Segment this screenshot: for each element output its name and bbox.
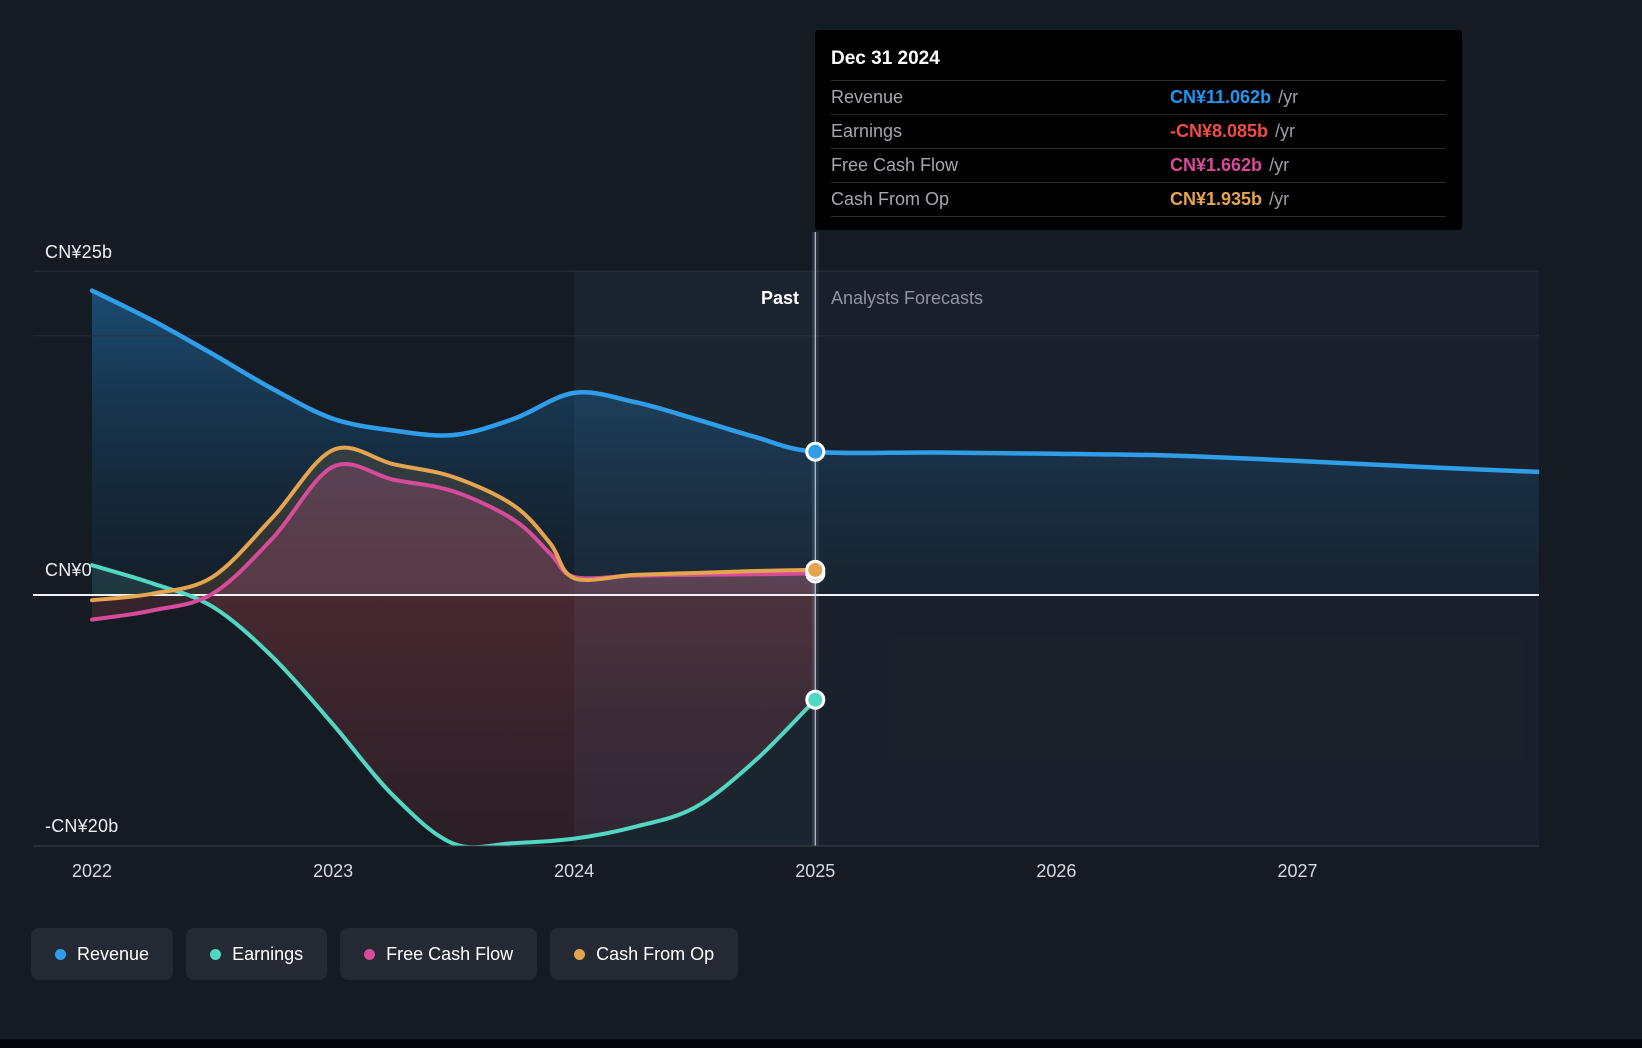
cash-from-op-marker[interactable]: [805, 559, 826, 580]
revenue-marker[interactable]: [805, 441, 826, 462]
y-axis-label-bottom: -CN¥20b: [45, 816, 119, 836]
earnings-marker[interactable]: [805, 689, 826, 710]
legend-dot-icon: [574, 948, 586, 960]
earnings-negative-area: [92, 595, 816, 846]
legend-item-free-cash-flow[interactable]: Free Cash Flow: [340, 928, 538, 980]
y-axis-label-top: CN¥25b: [45, 242, 113, 262]
tooltip-row-value: CN¥1.935b: [1170, 189, 1263, 209]
tooltip-row-label: Cash From Op: [831, 189, 950, 209]
tooltip-row-value: CN¥1.662b: [1170, 155, 1263, 175]
x-tick-2025: 2025: [795, 861, 836, 881]
fcf-area: [92, 463, 816, 595]
tooltip-date: Dec 31 2024: [831, 48, 940, 69]
revenue-area: [92, 290, 1539, 595]
footer-bar: [0, 1039, 1642, 1048]
chart-plot[interactable]: [0, 0, 1642, 910]
legend-label: Cash From Op: [596, 943, 715, 964]
legend-label: Revenue: [77, 943, 150, 964]
legend-item-cash-from-op[interactable]: Cash From Op: [550, 928, 739, 980]
x-tick-2027: 2027: [1277, 861, 1318, 881]
cash-from-op-line: [90, 445, 818, 603]
legend-label: Free Cash Flow: [386, 943, 514, 964]
tooltip-row-value: CN¥11.062b: [1170, 87, 1272, 107]
tooltip-row-revenue: Revenue CN¥11.062b/yr: [831, 80, 1446, 114]
hover-year-band: [574, 271, 816, 846]
y-axis-label-zero: CN¥0: [45, 560, 92, 580]
x-tick-2022: 2022: [71, 861, 113, 881]
tooltip-row-unit: /yr: [1278, 87, 1299, 107]
tooltip: Dec 31 2024 Revenue CN¥11.062b/yr Earnings…: [815, 30, 1462, 230]
x-tick-2026: 2026: [1036, 861, 1077, 881]
x-tick-2023: 2023: [313, 861, 354, 881]
tooltip-row-earnings: Earnings -CN¥8.085b/yr: [831, 114, 1446, 148]
chart-layers: [92, 271, 1539, 846]
tooltip-row-label: Revenue: [831, 87, 904, 107]
legend-label: Earnings: [232, 943, 304, 964]
analysts-forecasts-label: Analysts Forecasts: [831, 288, 984, 308]
tooltip-row-label: Free Cash Flow: [831, 155, 959, 175]
tooltip-row-unit: /yr: [1275, 121, 1296, 141]
legend-dot-icon: [210, 948, 222, 960]
fcf-negative-area: [92, 595, 816, 620]
legend: Revenue Earnings Free Cash Flow Cash From O…: [31, 928, 739, 980]
tooltip-rows: Revenue CN¥11.062b/yr Earnings -CN¥8.085b/y…: [831, 80, 1446, 217]
revenue-line: [89, 288, 1539, 475]
tooltip-row-unit: /yr: [1269, 189, 1290, 209]
legend-item-revenue[interactable]: Revenue: [31, 928, 174, 980]
earnings-line: [90, 563, 818, 846]
past-label: Past: [760, 288, 799, 308]
legend-item-earnings[interactable]: Earnings: [186, 928, 328, 980]
cash-from-op-area: [92, 447, 816, 595]
x-tick-2024: 2024: [554, 861, 595, 881]
tooltip-row-value: -CN¥8.085b: [1170, 121, 1269, 141]
forecast-band: [815, 271, 1539, 846]
tooltip-row-unit: /yr: [1269, 155, 1290, 175]
legend-dot-icon: [55, 948, 66, 960]
tooltip-row-cash-from-op: Cash From Op CN¥1.935b/yr: [831, 182, 1446, 217]
legend-dot-icon: [364, 948, 376, 960]
tooltip-row-label: Earnings: [831, 121, 903, 141]
tooltip-row-free-cash-flow: Free Cash Flow CN¥1.662b/yr: [831, 148, 1446, 182]
